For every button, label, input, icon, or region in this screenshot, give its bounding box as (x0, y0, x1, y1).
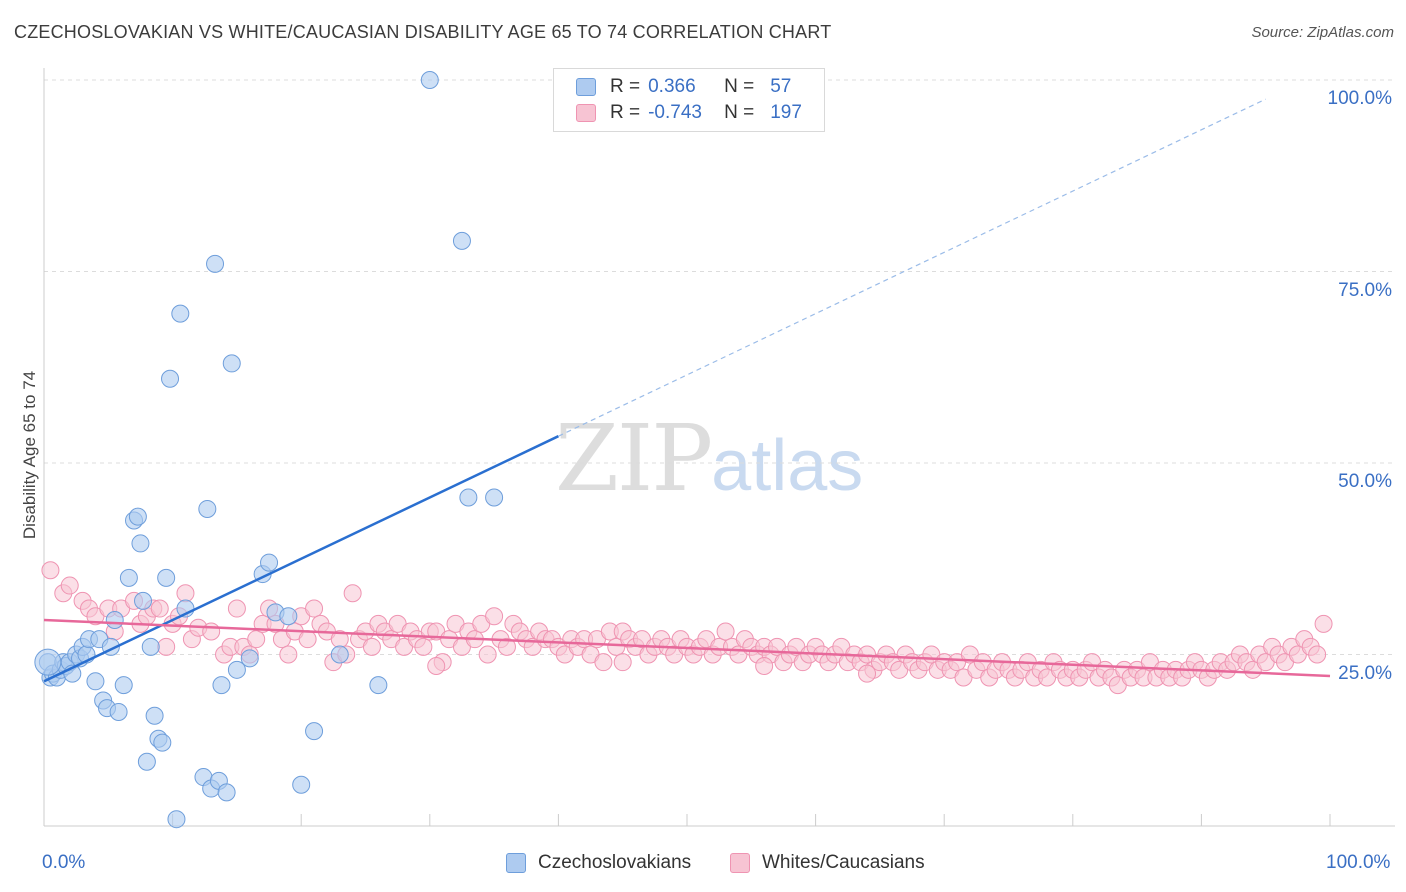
data-point-whites (343, 584, 362, 603)
watermark-zip: ZIP (555, 405, 713, 512)
legend-n-label: N = (724, 102, 755, 123)
data-point-whites (716, 622, 735, 641)
data-point-czech (128, 507, 147, 526)
y-tick-label: 50.0% (1338, 471, 1392, 492)
legend-label-czech: Czechoslovakians (538, 852, 692, 873)
data-point-whites (227, 599, 246, 618)
correlation-legend: R = 0.366 N = 57 R = -0.743 N = 197 (553, 68, 825, 132)
data-point-czech (222, 354, 241, 373)
legend-swatch-czech (576, 78, 596, 96)
trend-line-whites (43, 618, 1331, 678)
data-point-czech (171, 304, 190, 323)
data-point-czech (305, 722, 324, 741)
data-point-whites (755, 656, 774, 675)
data-point-whites (60, 576, 79, 595)
data-point-whites (362, 637, 381, 656)
legend-label-whites: Whites/Caucasians (762, 852, 925, 873)
watermark-atlas: atlas (711, 426, 864, 506)
data-point-czech (137, 752, 156, 771)
data-point-whites (613, 653, 632, 672)
data-point-whites (858, 664, 877, 683)
legend-swatch-whites (576, 104, 596, 122)
data-point-czech (198, 499, 217, 518)
data-point-czech (369, 676, 388, 695)
legend-row-czech: R = 0.366 N = 57 (576, 75, 791, 99)
grid-lines (44, 79, 1395, 655)
data-point-czech (105, 611, 124, 630)
y-tick-label: 75.0% (1338, 279, 1392, 301)
legend-item-czech[interactable]: Czechoslovakians (506, 852, 691, 874)
legend-item-whites[interactable]: Whites/Caucasians (730, 852, 925, 874)
data-point-czech (240, 649, 259, 668)
watermark: ZIPatlas (555, 405, 863, 512)
data-point-czech (141, 637, 160, 656)
data-point-czech (153, 733, 172, 752)
y-axis-label: Disability Age 65 to 74 (20, 370, 39, 540)
data-point-whites (497, 637, 516, 656)
data-point-czech (420, 71, 439, 89)
legend-row-whites: R = -0.743 N = 197 (576, 101, 802, 125)
legend-r-value: -0.743 (648, 102, 702, 123)
data-point-whites (594, 653, 613, 672)
data-point-whites (478, 645, 497, 664)
data-point-whites (414, 637, 433, 656)
data-point-czech (134, 591, 153, 610)
source-label: Source: ZipAtlas.com (1251, 24, 1394, 41)
trend-lines (43, 98, 1331, 683)
data-point-whites (279, 645, 298, 664)
legend-swatch-czech (506, 853, 526, 873)
trend-line-czech (43, 435, 559, 683)
data-point-whites (485, 607, 504, 626)
legend-n-value: 57 (770, 76, 792, 97)
series-czech-points (34, 71, 504, 829)
data-point-czech (485, 488, 504, 507)
axes (43, 68, 1395, 827)
data-point-czech (452, 231, 471, 250)
data-point-czech (86, 672, 105, 691)
legend-n-label: N = (724, 76, 755, 97)
legend-swatch-whites (730, 853, 750, 873)
data-point-czech (206, 254, 225, 273)
data-point-czech (167, 810, 186, 829)
legend-r-label: R = (610, 102, 641, 123)
data-point-czech (157, 568, 176, 587)
trend-line-czech-extension (558, 98, 1266, 437)
data-point-whites (150, 599, 169, 618)
data-point-whites (41, 561, 60, 580)
data-point-whites (1308, 645, 1327, 664)
data-point-czech (279, 607, 298, 626)
data-point-czech (227, 660, 246, 679)
data-point-whites (202, 622, 221, 641)
legend-r-value: 0.366 (648, 76, 696, 97)
data-point-czech (131, 534, 150, 553)
data-point-whites (247, 630, 266, 649)
data-point-whites (298, 630, 317, 649)
data-point-czech (161, 369, 180, 388)
data-point-czech (292, 775, 311, 794)
data-point-whites (1314, 614, 1333, 633)
data-point-whites (305, 599, 324, 618)
data-point-czech (34, 648, 62, 676)
data-point-czech (217, 783, 236, 802)
data-point-czech (330, 645, 349, 664)
data-point-czech (260, 553, 279, 572)
data-point-czech (459, 488, 478, 507)
data-point-whites (157, 637, 176, 656)
series-legend: Czechoslovakians Whites/Caucasians (0, 852, 1406, 876)
data-point-czech (145, 706, 164, 725)
data-point-czech (114, 676, 133, 695)
data-point-whites (176, 584, 195, 603)
y-tick-label: 25.0% (1338, 662, 1392, 684)
y-tick-label: 100.0% (1327, 88, 1392, 109)
legend-n-value: 197 (770, 102, 802, 123)
data-point-czech (212, 676, 231, 695)
data-point-whites (427, 656, 446, 675)
data-point-czech (119, 568, 138, 587)
data-point-czech (109, 702, 128, 721)
x-tick-label-max: 100.0% (1326, 852, 1391, 873)
legend-r-label: R = (610, 76, 641, 97)
chart-title: CZECHOSLOVAKIAN VS WHITE/CAUCASIAN DISAB… (14, 22, 832, 42)
x-tick-label-min: 0.0% (42, 852, 86, 873)
